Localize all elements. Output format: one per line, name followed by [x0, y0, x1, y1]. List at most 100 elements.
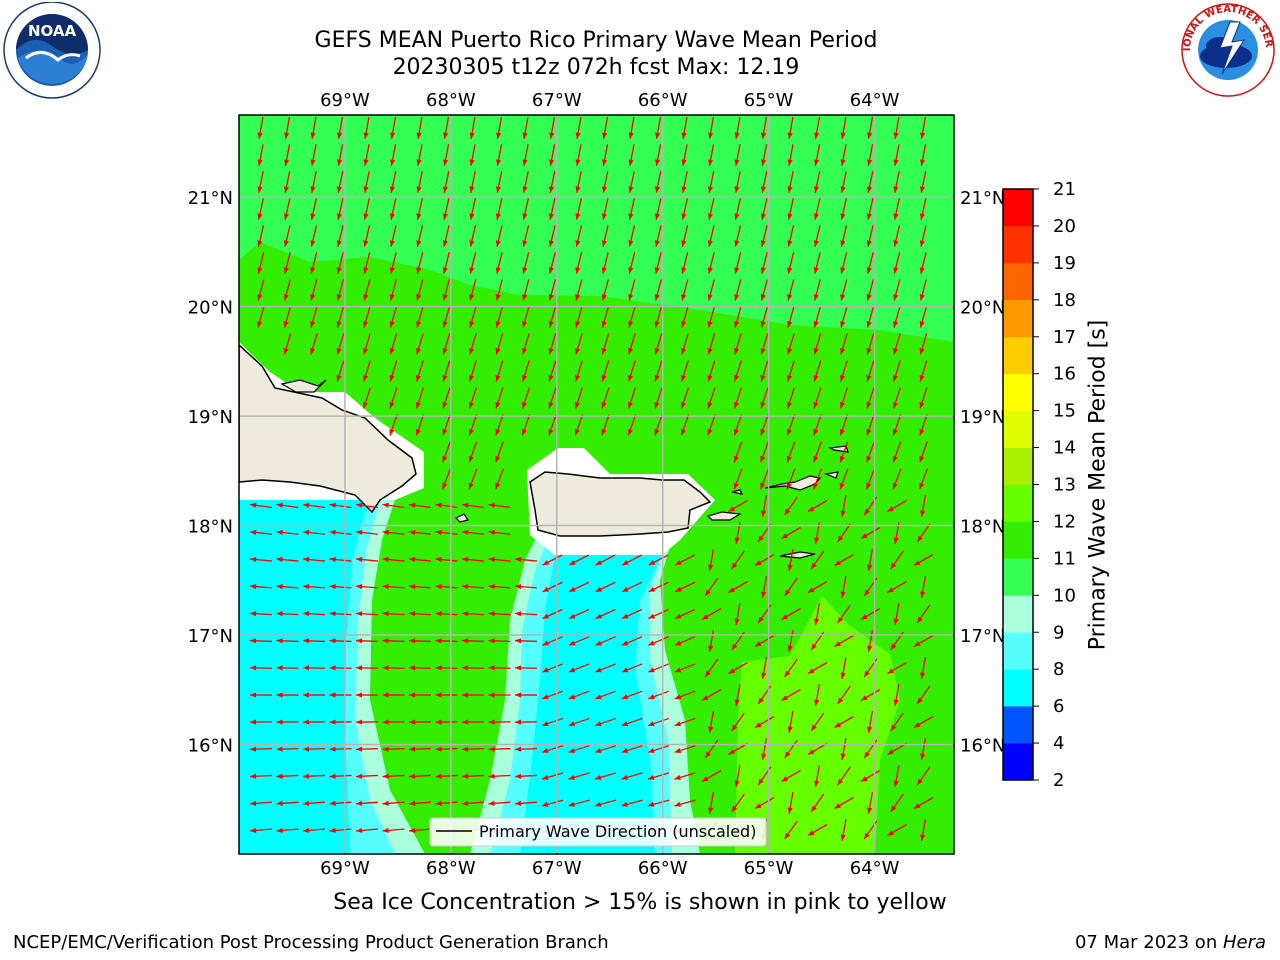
wave-arrow [628, 252, 636, 274]
wave-arrow [647, 799, 670, 807]
wave-arrow-head [728, 587, 735, 593]
wave-arrow [442, 360, 451, 382]
wave-arrow-head [813, 213, 819, 220]
wave-arrow [733, 468, 743, 490]
wave-arrow [249, 800, 273, 806]
wave-arrow [654, 360, 663, 382]
wave-arrow [329, 556, 352, 563]
wave-arrow [919, 441, 928, 463]
wave-arrow [462, 502, 484, 509]
wave-arrow-head [329, 638, 336, 644]
wave-arrow-head [919, 186, 926, 193]
wave-arrow [382, 773, 405, 779]
wave-arrow [654, 225, 662, 247]
wave-arrow [919, 333, 928, 355]
wave-arrow [575, 306, 583, 328]
wave-arrow [390, 144, 397, 166]
wave-arrow [442, 441, 451, 463]
wave-arrow [814, 117, 821, 139]
wave-arrow [761, 657, 768, 679]
wave-arrow [435, 529, 458, 536]
wave-arrow [276, 584, 299, 590]
wave-arrow-head [705, 751, 711, 759]
wave-arrow [867, 711, 874, 733]
wave-arrow-head [389, 186, 396, 193]
wave-arrow-head [708, 159, 714, 166]
wave-arrow [813, 171, 821, 193]
wave-arrow-head [462, 746, 469, 752]
wave-arrow-head [382, 719, 389, 725]
wave-arrow [784, 739, 798, 759]
wave-arrow [390, 117, 397, 139]
wave-arrow-head [435, 611, 442, 617]
wave-arrow [257, 198, 265, 220]
wave-arrow-head [887, 830, 894, 836]
wave-arrow-head [839, 401, 845, 409]
wave-arrow [541, 690, 564, 700]
wave-arrow-head [758, 616, 764, 624]
wave-arrow-head [787, 645, 793, 652]
wave-arrow-head [356, 746, 363, 752]
virgin-islands-a [706, 511, 742, 521]
wave-arrow [601, 414, 610, 436]
wave-arrow [416, 144, 423, 166]
wave-arrow-head [864, 751, 870, 759]
wave-arrow [329, 638, 352, 644]
wave-arrow-head [468, 401, 474, 409]
wave-arrow-head [787, 267, 793, 274]
wave-arrow-head [515, 719, 522, 725]
wave-arrow-head [621, 748, 629, 753]
wave-arrow-head [811, 562, 817, 570]
wave-arrow [813, 198, 821, 220]
wave-arrow [468, 387, 478, 409]
wave-arrow [495, 306, 504, 328]
wave-arrow [892, 441, 902, 463]
wave-arrow-head [807, 830, 815, 836]
wave-arrow-head [356, 502, 363, 508]
wave-arrow [754, 715, 775, 729]
wave-arrow-head [389, 321, 395, 328]
wave-arrow [495, 171, 503, 193]
wave-arrow-head [786, 482, 792, 490]
wave-arrow-head [356, 529, 363, 536]
wave-arrow [754, 796, 775, 810]
wave-arrow-head [733, 401, 739, 409]
wave-arrow [731, 550, 745, 570]
wave-arrow [734, 117, 741, 139]
wave-arrow [704, 739, 719, 759]
wave-arrow [310, 252, 318, 274]
wave-arrow [522, 279, 530, 301]
wave-arrow [541, 745, 564, 753]
wave-arrow [329, 692, 352, 698]
wave-arrow-head [708, 564, 714, 571]
wave-arrow-head [707, 240, 713, 247]
wave-arrow [913, 634, 934, 648]
wave-arrow-head [839, 482, 845, 490]
wave-arrow-head [917, 616, 923, 624]
wave-arrow-head [781, 614, 788, 620]
wave-arrow-head [731, 562, 738, 570]
wave-arrow-head [462, 556, 469, 563]
wave-arrow-head [701, 695, 709, 701]
wave-arrow-head [542, 613, 550, 619]
wave-arrow [840, 495, 847, 517]
wave-arrow [760, 414, 769, 436]
wave-arrow [913, 715, 934, 729]
wave-arrow-head [283, 213, 289, 220]
wave-arrow-head [442, 213, 448, 220]
wave-arrow [893, 333, 901, 355]
wave-arrow-head [257, 132, 263, 139]
wave-arrow-head [569, 586, 576, 592]
wave-arrow-head [382, 692, 389, 698]
wave-arrow [283, 279, 291, 301]
wave-arrow-head [363, 240, 369, 247]
wave-arrow [541, 717, 564, 727]
wave-arrow-head [708, 807, 714, 814]
wave-arrow-head [786, 428, 792, 436]
wave-arrow-head [890, 805, 897, 813]
wave-arrow [866, 333, 875, 355]
wave-arrow [786, 468, 796, 490]
wave-arrow-head [654, 294, 660, 301]
wave-arrow-head [389, 267, 395, 274]
wave-arrow [647, 772, 670, 780]
